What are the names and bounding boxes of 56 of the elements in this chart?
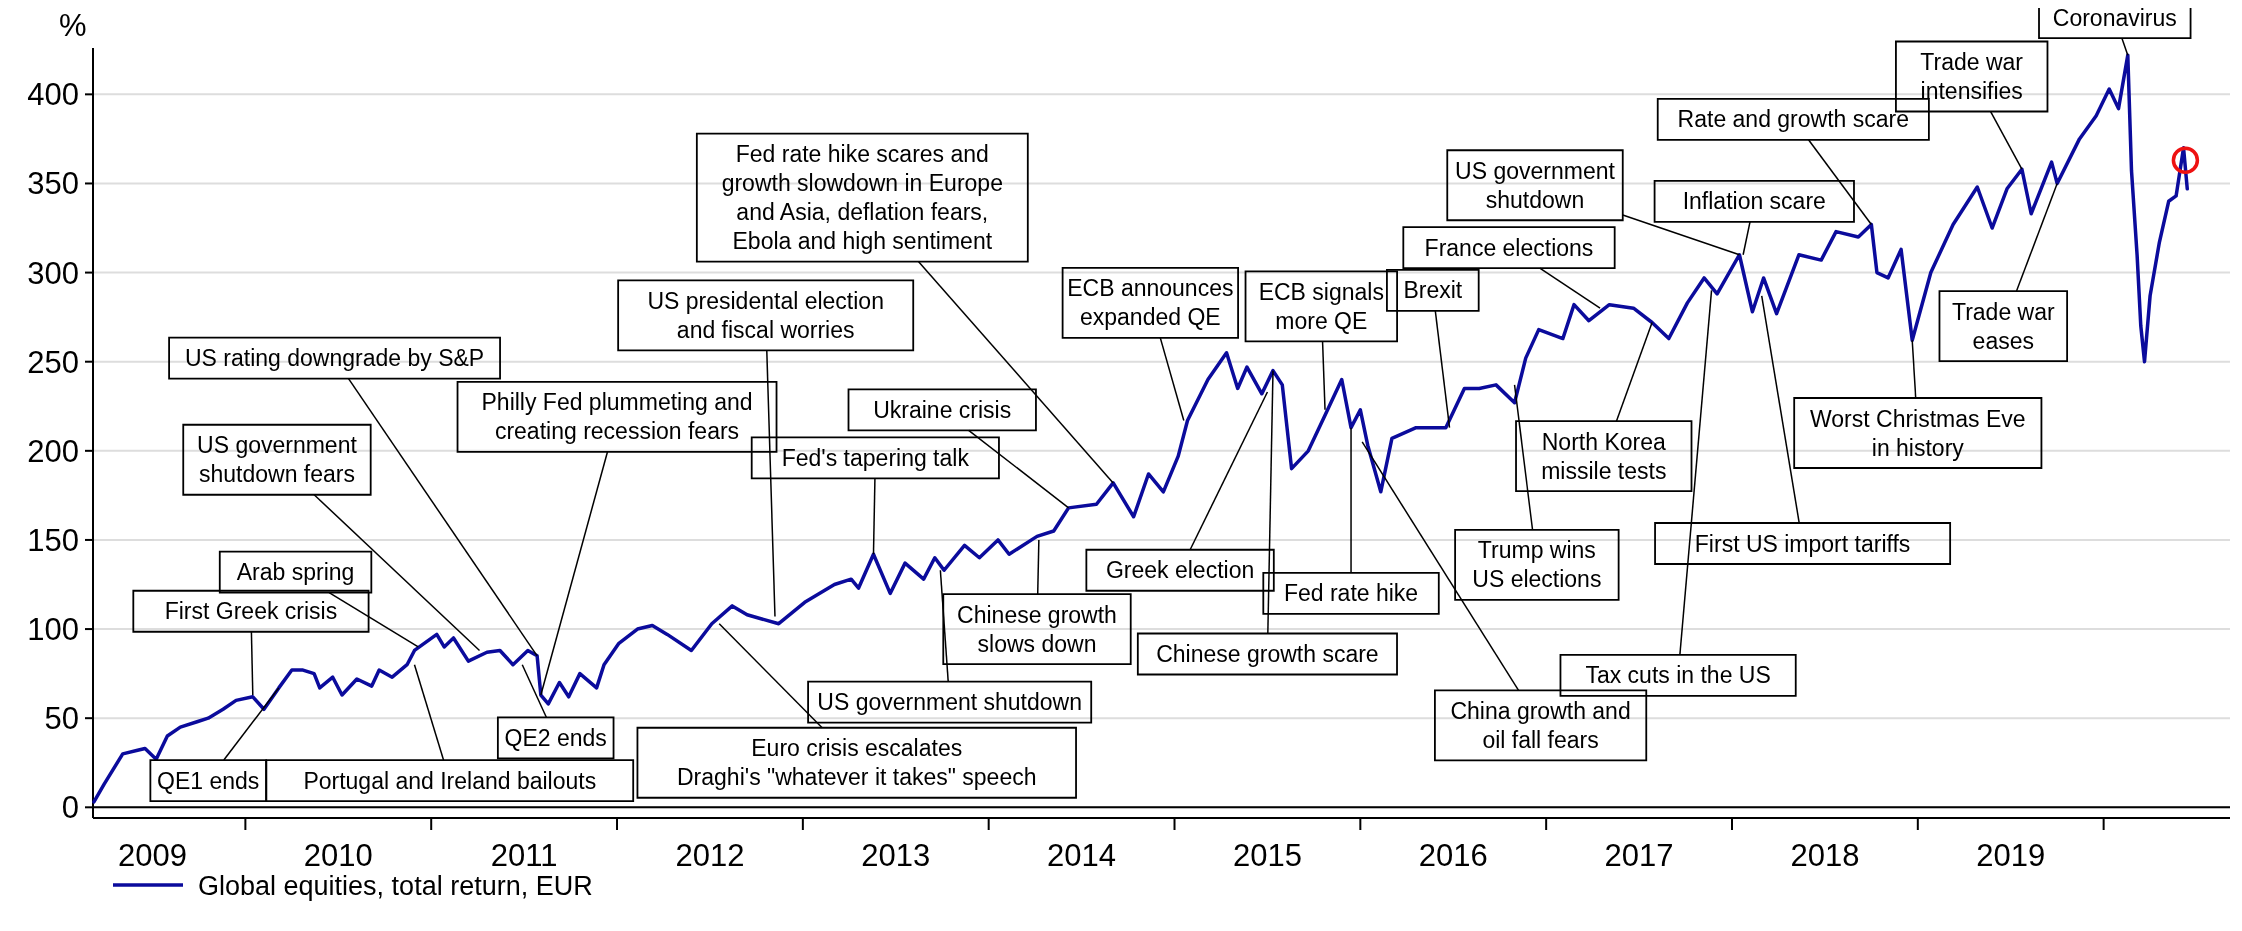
annotation: Trade war intensifies — [1920, 49, 2024, 105]
annotation: Tax cuts in the US — [1585, 662, 1771, 689]
annotation: Trade war eases — [1951, 298, 2055, 354]
legend-label: Global equities, total return, EUR — [198, 871, 593, 901]
annotation: France elections — [1424, 234, 1594, 261]
annotation: US government shutdown fears — [197, 432, 358, 488]
y-tick-label: 50 — [44, 701, 79, 737]
annotation: Inflation scare — [1682, 188, 1826, 215]
annotation: Worst Christmas Eve in history — [1810, 405, 2026, 461]
x-tick-label: 2017 — [1604, 838, 1674, 873]
y-tick-label: 350 — [27, 166, 79, 202]
annotation: Coronavirus — [2052, 4, 2177, 31]
y-tick-label: 400 — [27, 77, 79, 113]
x-tick-label: 2018 — [1790, 838, 1860, 873]
annotation: QE1 ends — [157, 767, 260, 794]
annotation: US rating downgrade by S&P — [184, 345, 485, 372]
annotation: Fed rate hike scares and growth slowdown in Europe and Asia, deflation fears, Ebola and high sentiment — [721, 141, 1003, 255]
x-tick-label: 2009 — [117, 838, 187, 873]
x-tick-label: 2010 — [303, 838, 373, 873]
annotation: Euro crisis escalates Draghi's "whatever it takes" speech — [677, 735, 1037, 791]
x-tick-label: 2013 — [861, 838, 931, 873]
annotation: Philly Fed plummeting and creating recession fears — [481, 389, 753, 445]
annotation: Greek election — [1105, 557, 1255, 584]
annotation: China growth and oil fall fears — [1450, 697, 1631, 753]
y-tick-label: 100 — [27, 612, 79, 648]
y-tick-label: 300 — [27, 255, 79, 291]
annotation: Portugal and Ireland bailouts — [303, 767, 597, 794]
annotation: Brexit — [1403, 277, 1463, 304]
annotation: US presidental election and fiscal worries — [647, 287, 884, 343]
annotation: Rate and growth scare — [1677, 106, 1910, 133]
annotation: Fed rate hike — [1283, 580, 1419, 607]
annotation: QE2 ends — [504, 724, 607, 751]
annotation: Chinese growth slows down — [957, 601, 1117, 657]
annotation: US government shutdown — [1455, 157, 1616, 213]
y-tick-label: 0 — [61, 790, 79, 826]
annotation: US government shutdown — [817, 689, 1082, 716]
x-tick-label: 2014 — [1047, 838, 1117, 873]
annotation: Fed's tapering talk — [781, 444, 970, 471]
x-tick-label: 2019 — [1976, 838, 2046, 873]
y-axis-title: % — [59, 8, 87, 43]
annotation: North Korea missile tests — [1541, 428, 1667, 484]
annotation: Trump wins US elections — [1472, 537, 1602, 593]
x-tick-label: 2012 — [675, 838, 745, 873]
x-tick-label: 2016 — [1418, 838, 1488, 873]
annotation: First Greek crisis — [164, 598, 338, 625]
annotation: ECB signals more QE — [1258, 278, 1384, 334]
annotation: Ukraine crisis — [873, 396, 1012, 423]
y-tick-label: 200 — [27, 433, 79, 469]
annotation: First US import tariffs — [1694, 530, 1911, 557]
y-tick-label: 150 — [27, 522, 79, 558]
annotation: Arab spring — [236, 559, 355, 586]
annotation: ECB announces expanded QE — [1067, 275, 1234, 331]
x-tick-label: 2015 — [1232, 838, 1302, 873]
annotation: Chinese growth scare — [1156, 641, 1379, 668]
y-tick-label: 250 — [27, 344, 79, 380]
x-tick-label: 2011 — [490, 838, 558, 873]
